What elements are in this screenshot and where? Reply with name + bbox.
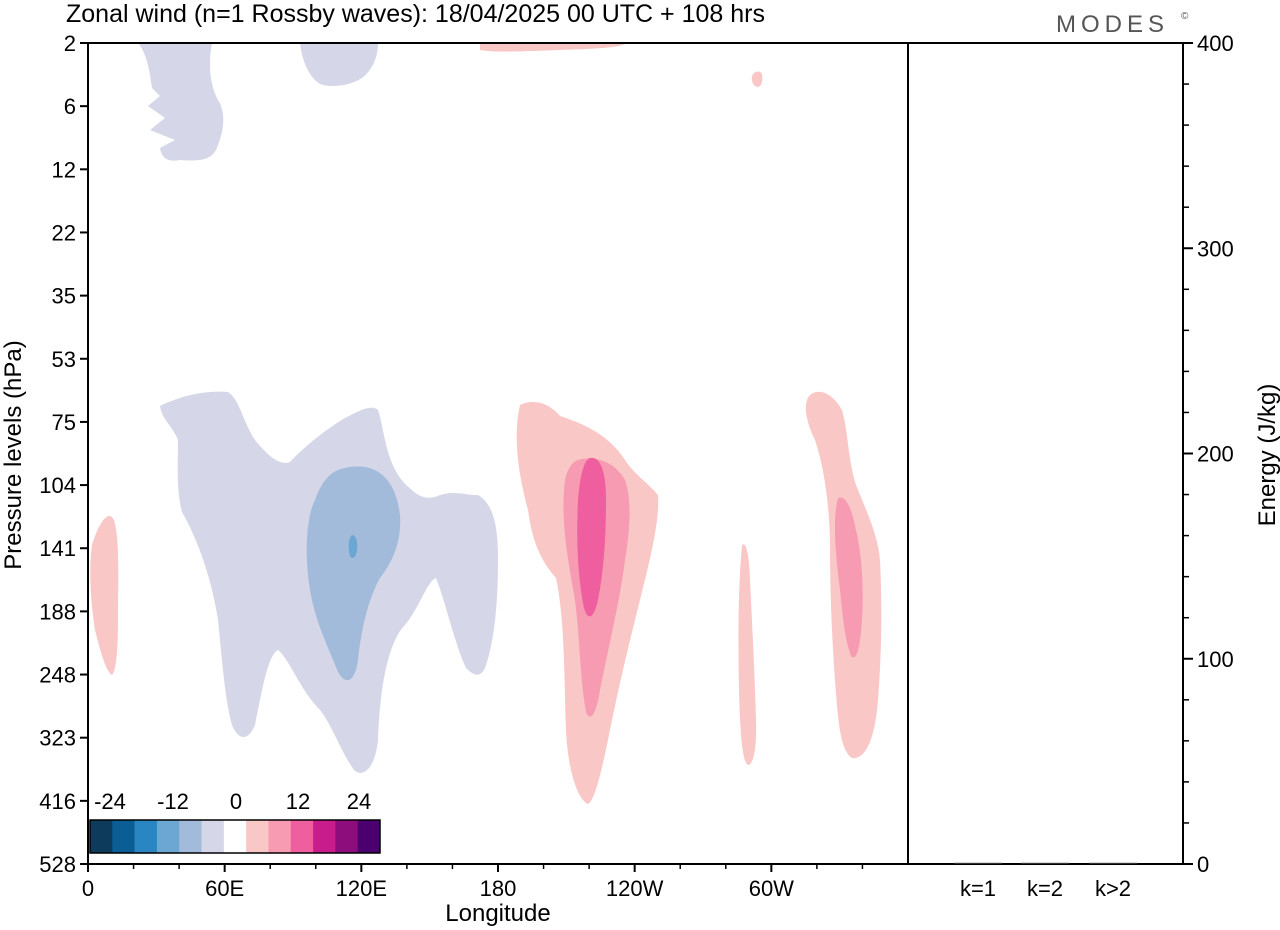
colorbar: -24 -12 0 12 24 <box>89 789 381 854</box>
contour-panel: 2 6 12 22 35 53 75 104 141 188 248 323 416 528 0 60E 12… <box>0 31 909 927</box>
pressure-tick-label: 22 <box>52 220 76 245</box>
contour-pos-top-dot <box>751 71 763 87</box>
energy-panel: 0 100 200 300 400 k=1 k=2 k>2 Energy (J/kg) <box>908 31 1280 901</box>
longitude-tick-label: 60W <box>749 876 794 901</box>
colorbar-swatch <box>246 820 269 853</box>
energy-tick-label: 300 <box>1197 236 1234 261</box>
colorbar-swatch <box>201 820 225 853</box>
pressure-tick-label: 6 <box>64 94 76 119</box>
longitude-axis: 0 60E 120E 180 120W 60W <box>82 864 864 901</box>
pressure-tick-label: 323 <box>39 726 76 751</box>
energy-bar <box>1021 862 1069 864</box>
pressure-tick-label: 188 <box>39 599 76 624</box>
colorbar-label: 12 <box>286 789 310 814</box>
longitude-tick-label: 0 <box>82 876 94 901</box>
colorbar-swatch <box>223 820 247 853</box>
energy-tick-label: 200 <box>1197 442 1234 467</box>
pressure-tick-label: 75 <box>52 410 76 435</box>
longitude-tick-label: 120W <box>606 876 664 901</box>
colorbar-swatch <box>90 820 113 853</box>
pressure-tick-label: 248 <box>39 663 76 688</box>
colorbar-swatch <box>290 820 314 853</box>
longitude-tick-label: 60E <box>205 876 244 901</box>
colorbar-label: -24 <box>94 789 126 814</box>
modes-logo-mark: © <box>1181 11 1189 22</box>
y-axis-label: Pressure levels (hPa) <box>0 340 27 569</box>
energy-tick-label: 400 <box>1197 31 1234 56</box>
pressure-axis: 2 6 12 22 35 53 75 104 141 188 248 323 416 528 <box>39 31 88 877</box>
pressure-tick-label: 53 <box>52 347 76 372</box>
energy-category-label: k=1 <box>960 876 996 901</box>
colorbar-swatch <box>313 820 336 853</box>
contour-pos-top-strip <box>480 43 626 52</box>
energy-category-label: k>2 <box>1095 876 1131 901</box>
colorbar-swatch <box>179 820 202 853</box>
colorbar-swatch <box>335 820 358 853</box>
energy-bar <box>1089 862 1137 864</box>
colorbar-label: 0 <box>230 789 242 814</box>
colorbar-swatch <box>134 820 158 853</box>
pressure-tick-label: 12 <box>52 157 76 182</box>
energy-categories: k=1 k=2 k>2 <box>960 876 1131 901</box>
contour-fills <box>90 43 882 804</box>
colorbar-label: -12 <box>157 789 189 814</box>
energy-axis-label: Energy (J/kg) <box>1254 384 1280 527</box>
contour-neg-peak <box>348 535 358 558</box>
pressure-tick-label: 35 <box>52 284 76 309</box>
pressure-tick-label: 416 <box>39 789 76 814</box>
colorbar-frame <box>89 819 381 854</box>
contour-neg-upper-left <box>138 43 224 161</box>
energy-category-label: k=2 <box>1027 876 1063 901</box>
energy-axis: 0 100 200 300 400 <box>1183 31 1234 877</box>
energy-tick-label: 100 <box>1197 647 1234 672</box>
pressure-tick-label: 104 <box>39 473 76 498</box>
longitude-tick-label: 120E <box>336 876 387 901</box>
colorbar-swatch <box>268 820 292 853</box>
pressure-tick-label: 528 <box>39 852 76 877</box>
energy-bars <box>954 862 1137 864</box>
contour-pos-thin <box>738 544 757 765</box>
energy-bar <box>954 862 1002 864</box>
x-axis-label: Longitude <box>445 900 550 927</box>
contour-pos-right-core <box>834 497 863 658</box>
colorbar-swatch <box>357 820 381 853</box>
colorbar-swatch <box>112 820 135 853</box>
pressure-tick-label: 2 <box>64 31 76 56</box>
contour-pos-left-edge <box>90 516 119 675</box>
contour-pos-central-core <box>577 457 606 617</box>
longitude-tick-label: 180 <box>480 876 517 901</box>
contour-neg-core <box>306 466 401 681</box>
chart-title: Zonal wind (n=1 Rossby waves): 18/04/202… <box>66 0 765 28</box>
pressure-tick-label: 141 <box>39 536 76 561</box>
colorbar-swatch <box>156 820 180 853</box>
energy-tick-label: 0 <box>1197 852 1209 877</box>
contour-neg-upper-mid <box>300 43 378 86</box>
modes-logo: MODES <box>1056 11 1169 38</box>
colorbar-label: 24 <box>347 789 371 814</box>
